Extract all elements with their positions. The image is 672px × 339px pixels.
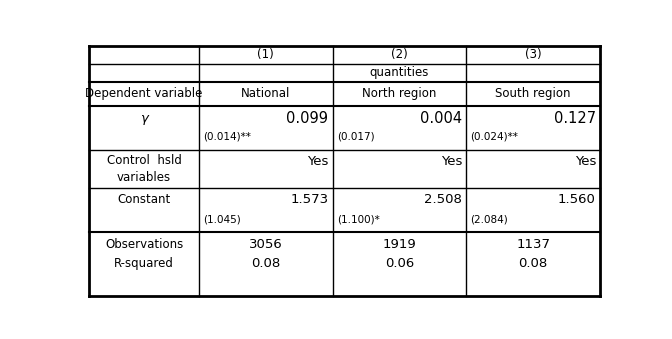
Text: 0.08: 0.08 — [519, 257, 548, 271]
Text: 1.573: 1.573 — [290, 193, 329, 206]
Text: Control  hsld
variables: Control hsld variables — [107, 154, 181, 184]
Text: (2): (2) — [391, 48, 408, 61]
Text: 0.099: 0.099 — [286, 111, 329, 125]
Text: (1.045): (1.045) — [203, 214, 241, 224]
Text: R-squared: R-squared — [114, 257, 174, 271]
Text: (2.084): (2.084) — [470, 214, 508, 224]
Text: quantities: quantities — [370, 66, 429, 79]
Text: Observations: Observations — [105, 238, 183, 251]
Text: (3): (3) — [525, 48, 542, 61]
Text: (0.017): (0.017) — [337, 132, 374, 141]
Text: 1.560: 1.560 — [558, 193, 596, 206]
Text: National: National — [241, 87, 290, 100]
Text: Constant: Constant — [118, 193, 171, 206]
Text: 2.508: 2.508 — [424, 193, 462, 206]
Text: 0.08: 0.08 — [251, 257, 280, 271]
Text: γ: γ — [140, 113, 148, 125]
Text: South region: South region — [495, 87, 571, 100]
Text: 1137: 1137 — [516, 238, 550, 251]
Text: 3056: 3056 — [249, 238, 283, 251]
Text: (0.024)**: (0.024)** — [470, 132, 518, 141]
Text: 1919: 1919 — [382, 238, 417, 251]
Text: Yes: Yes — [307, 155, 329, 168]
Text: Dependent variable: Dependent variable — [85, 87, 203, 100]
Text: (0.014)**: (0.014)** — [203, 132, 251, 141]
Text: Yes: Yes — [575, 155, 596, 168]
Text: North region: North region — [362, 87, 437, 100]
Text: (1.100)*: (1.100)* — [337, 214, 380, 224]
Text: 0.004: 0.004 — [420, 111, 462, 125]
Text: 0.06: 0.06 — [385, 257, 414, 271]
Text: (1): (1) — [257, 48, 274, 61]
Text: 0.127: 0.127 — [554, 111, 596, 125]
Text: Yes: Yes — [441, 155, 462, 168]
